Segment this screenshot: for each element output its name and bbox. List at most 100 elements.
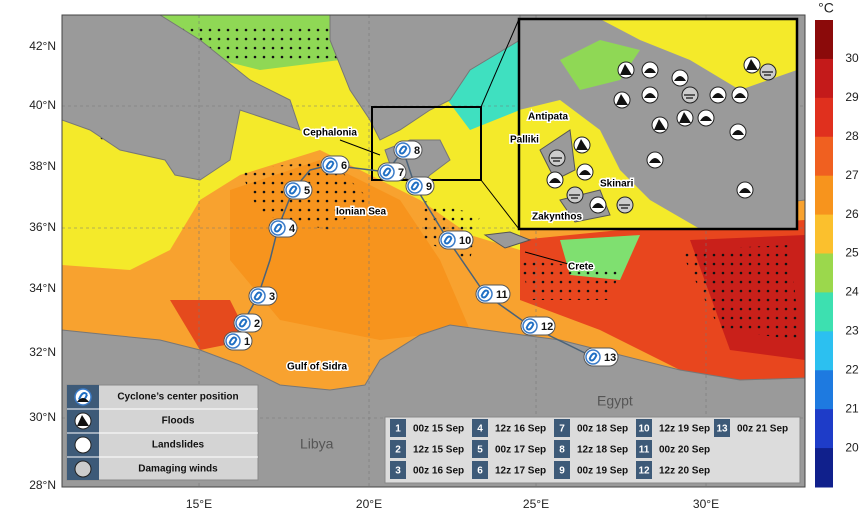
- legend-label: Floods: [162, 416, 195, 427]
- cyclone-swirl: [525, 321, 535, 331]
- country-label: Egypt: [597, 393, 633, 409]
- timeline-number-box: [390, 419, 406, 437]
- flood-glyph: [732, 130, 744, 135]
- lat-label: 28°N: [29, 478, 56, 492]
- timeline-time: 00z 18 Sep: [577, 424, 628, 435]
- country-label: Libya: [300, 436, 334, 452]
- colorbar-band: [815, 136, 833, 177]
- timeline-number-box: [472, 419, 488, 437]
- track-number: 13: [604, 352, 616, 364]
- colorbar-band: [815, 97, 833, 138]
- track-number: 12: [541, 321, 553, 333]
- colorbar-tick-label: 26: [845, 207, 859, 221]
- flood-glyph: [592, 203, 604, 208]
- colorbar-tick-label: 21: [845, 401, 859, 415]
- lat-label: 34°N: [29, 281, 56, 295]
- timeline-number: 1: [395, 424, 401, 435]
- legend-icon: [74, 460, 92, 478]
- lat-label: 30°N: [29, 410, 56, 424]
- timeline-number: 9: [559, 466, 565, 477]
- timeline-box: [384, 416, 801, 484]
- track-number: 6: [341, 160, 347, 172]
- lat-label: 40°N: [29, 98, 56, 112]
- lat-label: 32°N: [29, 345, 56, 359]
- timeline-time: 00z 17 Sep: [495, 445, 546, 456]
- colorbar-band: [815, 214, 833, 254]
- colorbar: 30 29 28 27 26 25 24 23 22 21 20: [815, 20, 859, 488]
- timeline-number: 11: [639, 445, 650, 456]
- place-label: Antipata: [528, 112, 568, 123]
- cyclone-swirl: [228, 336, 238, 346]
- wind-glyph: [684, 94, 695, 99]
- inset-sea: [519, 100, 700, 229]
- cyclone-swirl: [398, 145, 408, 155]
- lat-label: 42°N: [29, 39, 56, 53]
- lat-labels: 42°N 40°N 38°N 36°N 34°N 32°N 30°N 28°N: [29, 39, 56, 492]
- timeline-number-box: [390, 440, 406, 458]
- landslide-glyph: [616, 94, 628, 105]
- flood-glyph: [77, 398, 89, 402]
- lon-label: 20°E: [356, 497, 382, 511]
- landslide-glyph: [620, 64, 632, 75]
- crete-land: [483, 231, 532, 249]
- inset-sea: [560, 40, 640, 90]
- lat-label: 36°N: [29, 220, 56, 234]
- place-label: Zakynthos: [532, 212, 582, 223]
- track-number: 10: [459, 235, 471, 247]
- colorbar-tick-label: 25: [845, 246, 859, 260]
- wind-glyph: [551, 157, 562, 162]
- timeline-number-box: [714, 419, 730, 437]
- colorbar-tick-label: 29: [845, 90, 859, 104]
- label-leader: [339, 139, 381, 156]
- label-leader: [524, 251, 573, 266]
- timeline-number: 3: [395, 466, 401, 477]
- colorbar-band: [815, 409, 833, 449]
- cyclone-swirl: [273, 223, 283, 233]
- colorbar-tick-label: 23: [845, 324, 859, 338]
- timeline-table: 1 00z 15 Sep 2 12z 15 Sep 3 00z 16 Sep 4 12z 16…: [384, 416, 801, 484]
- cyclone-swirl: [410, 181, 420, 191]
- cyclone-icon: [225, 333, 241, 349]
- lon-labels: 15°E 20°E 25°E 30°E: [186, 497, 719, 511]
- colorbar-unit: °C: [818, 0, 834, 16]
- timeline-number-box: [390, 461, 406, 479]
- inset-frame: [517, 17, 799, 231]
- track-number: 2: [254, 318, 260, 330]
- colorbar-band: [815, 370, 833, 410]
- flood-glyph: [644, 93, 656, 98]
- cyclone-icon: [74, 388, 92, 406]
- lon-label: 30°E: [693, 497, 719, 511]
- timeline-number: 2: [395, 445, 401, 456]
- cyclone-icon: [440, 232, 456, 248]
- flood-glyph: [712, 93, 724, 98]
- timeline-number: 13: [716, 424, 728, 435]
- timeline-time: 00z 16 Sep: [413, 466, 464, 477]
- timeline-number-box: [554, 461, 570, 479]
- track-number: 11: [496, 289, 508, 301]
- flood-glyph: [549, 178, 561, 183]
- flood-glyph: [644, 68, 656, 73]
- place-label: Cephalonia: [303, 128, 357, 139]
- landslide-glyph: [654, 119, 666, 130]
- colorbar-band: [815, 175, 833, 216]
- legend-label: Damaging winds: [138, 464, 218, 475]
- colorbar-tick-label: 22: [845, 362, 859, 376]
- landslide-glyph: [679, 112, 691, 123]
- place-label: Ionian Sea: [336, 207, 386, 218]
- timeline-time: 12z 19 Sep: [659, 424, 710, 435]
- timeline-number-box: [554, 419, 570, 437]
- colorbar-band: [815, 20, 833, 60]
- flood-glyph: [649, 158, 661, 163]
- landslide-glyph: [746, 59, 758, 70]
- lon-label: 25°E: [523, 497, 549, 511]
- colorbar-tick-label: 20: [845, 440, 859, 454]
- legend: Cyclone’s center position Floods Landslide…: [66, 384, 259, 481]
- impact-icons: [546, 56, 777, 214]
- cyclone-icon: [250, 288, 266, 304]
- timeline-number-box: [636, 419, 652, 437]
- legend-label: Landslides: [152, 440, 205, 451]
- italy-land: [62, 15, 301, 181]
- flood-glyph: [739, 188, 751, 193]
